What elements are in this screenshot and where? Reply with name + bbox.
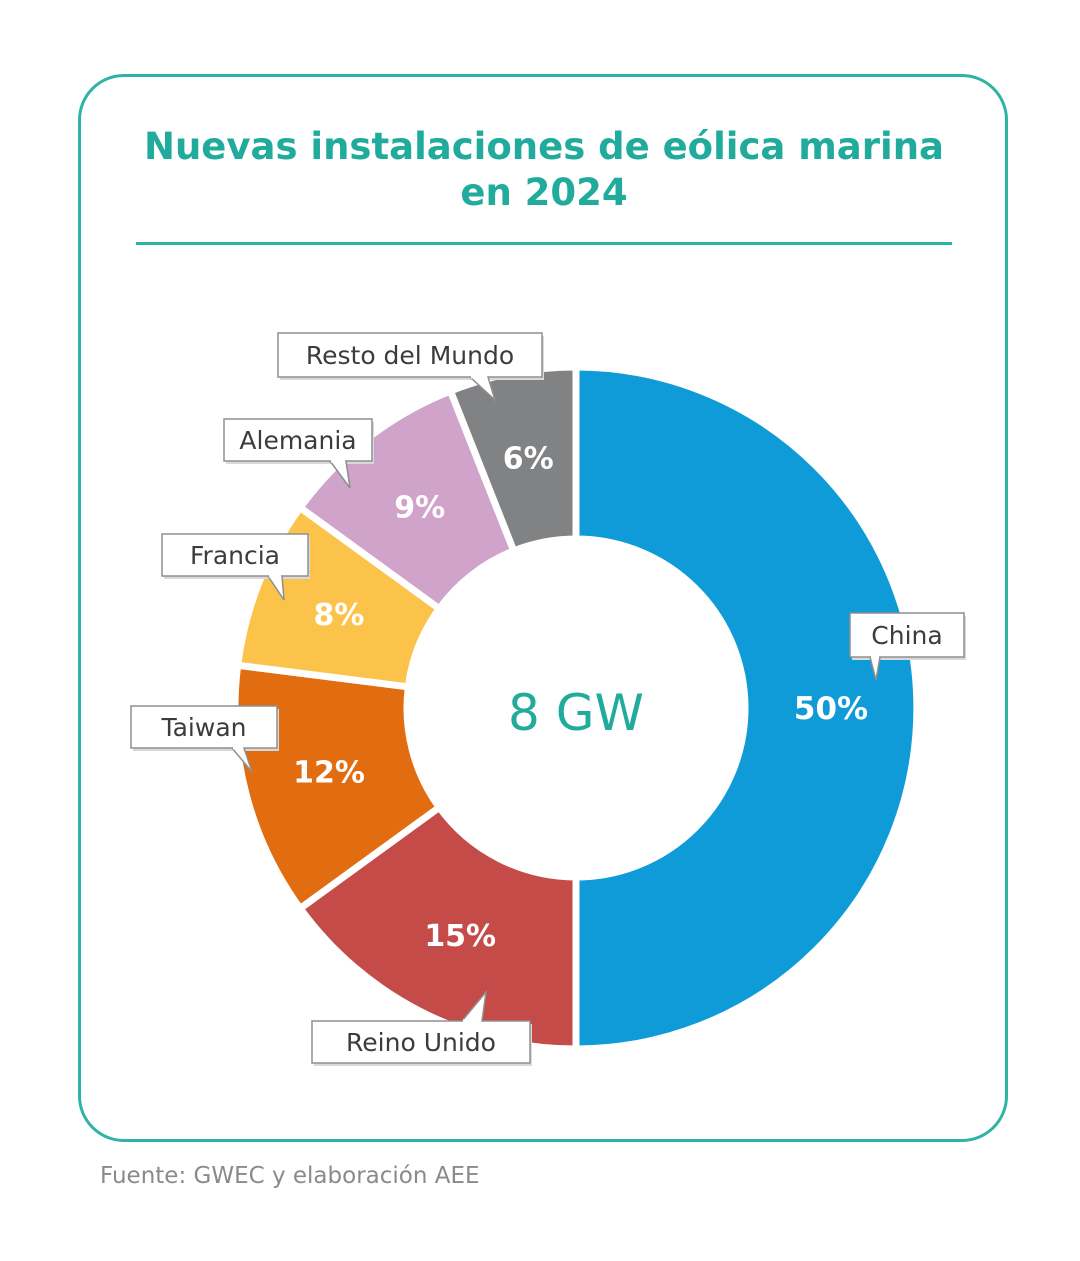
category-label-resto-del-mundo: Resto del Mundo [306,341,514,370]
callout-box [161,533,309,577]
value-label-taiwan: 12% [293,755,365,790]
callout-china: China [849,612,966,681]
callout-resto-del-mundo: Resto del Mundo [277,332,544,403]
value-label-resto-del-mundo: 6% [503,442,554,477]
callout-pointer [267,575,285,601]
callout-box [277,332,543,378]
value-label-alemania: 9% [394,491,445,526]
value-label-china: 50% [794,691,868,727]
callout-box [130,705,278,749]
chart-title-line-1: Nuevas instalaciones de eólica marina [144,125,944,168]
callout-box [849,612,965,658]
callout-pointer [469,376,497,403]
source-note: Fuente: GWEC y elaboración AEE [100,1163,480,1189]
category-label-china: China [871,621,942,650]
slice-china [572,363,921,1053]
category-label-reino-unido: Reino Unido [346,1028,496,1057]
callout-box [311,1020,531,1064]
callout-taiwan: Taiwan [130,705,279,773]
callout-reino-unido: Reino Unido [311,989,532,1066]
chart-title: Nuevas instalaciones de eólica marina en… [80,124,1008,216]
callout-francia: Francia [161,533,310,601]
title-divider [136,242,952,245]
callout-pointer [329,460,351,489]
chart-title-line-2: en 2024 [460,171,628,214]
category-label-francia: Francia [190,541,280,570]
category-label-alemania: Alemania [239,426,356,455]
value-label-reino-unido: 15% [424,919,496,954]
callout-pointer [461,989,488,1022]
callout-pointer [231,747,253,773]
callout-box [223,418,373,462]
callout-pointer [869,656,881,681]
value-label-francia: 8% [313,598,364,633]
donut-center-label: 8 GW [508,684,644,742]
callout-alemania: Alemania [223,418,374,489]
category-label-taiwan: Taiwan [160,713,246,742]
slice-taiwan [231,661,445,914]
